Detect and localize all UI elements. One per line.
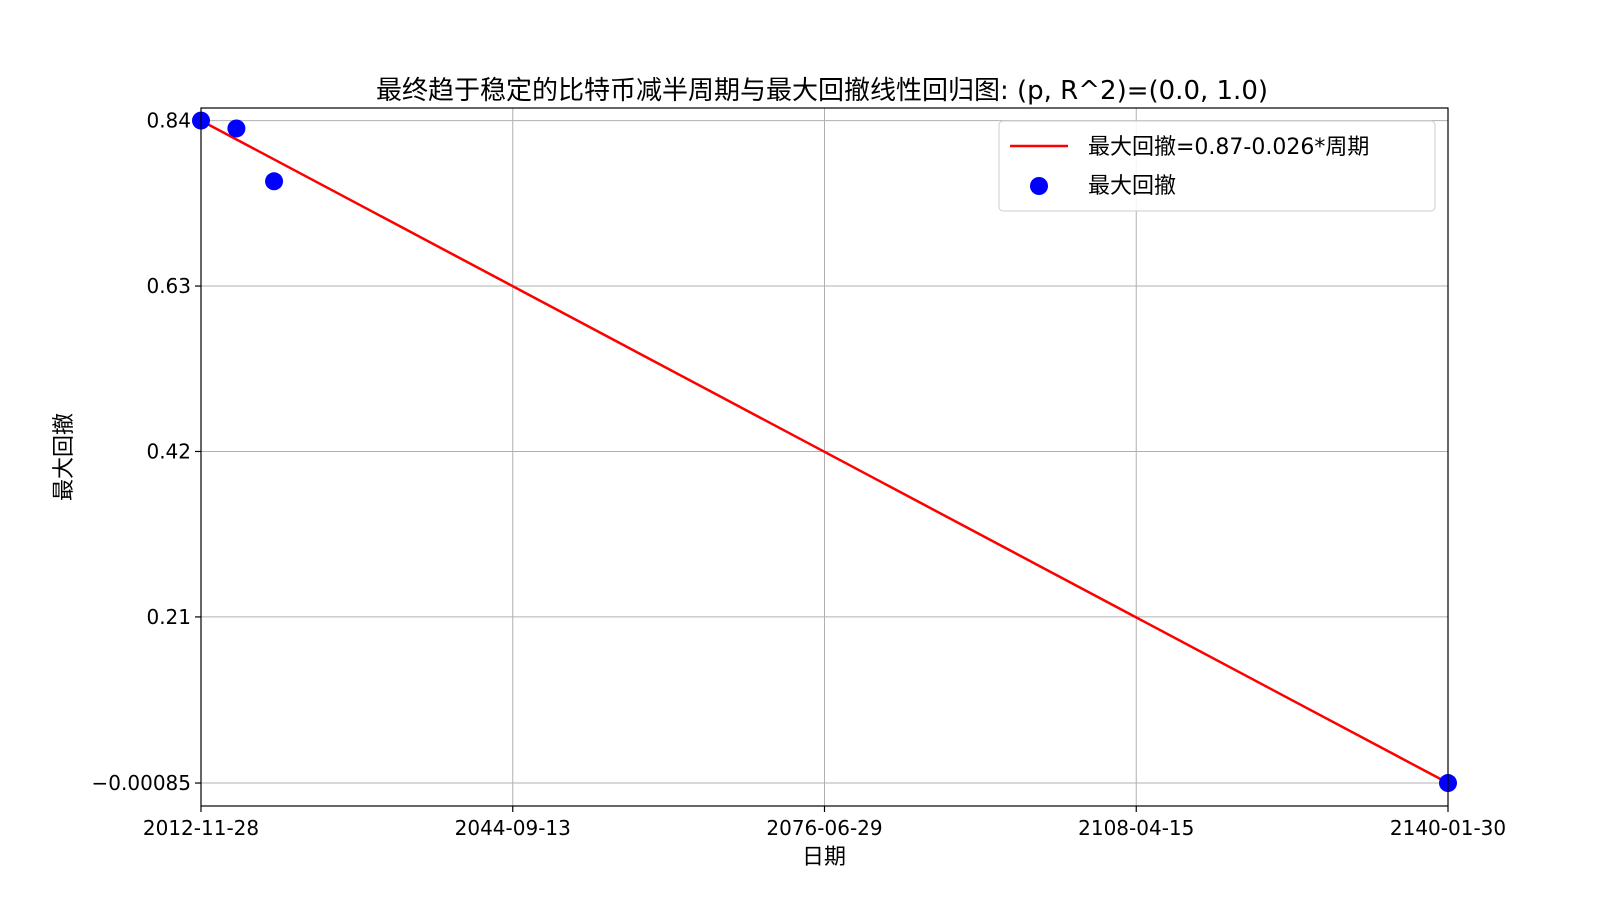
legend-box: [998, 120, 1436, 212]
y-tick-label: 0.42: [146, 439, 191, 463]
plot-series: [192, 111, 1457, 793]
y-tick-label: 0.63: [146, 274, 191, 298]
scatter-point: [227, 119, 246, 138]
x-tick-label: 2012-11-28: [143, 816, 259, 840]
grid: [200, 108, 1449, 806]
scatter-point: [265, 172, 284, 191]
x-tick-label: 2076-06-29: [766, 816, 882, 840]
legend: 最大回撤=0.87-0.026*周期 最大回撤: [998, 120, 1436, 212]
y-axis-label: 最大回撤: [52, 413, 77, 501]
legend-entry-points: 最大回撤: [1088, 174, 1176, 199]
x-tick-label: 2108-04-15: [1078, 816, 1194, 840]
plot-area-frame: [200, 107, 1449, 807]
x-tick-label: 2044-09-13: [455, 816, 571, 840]
legend-dot-swatch: [1030, 177, 1048, 195]
y-tick-label: −0.00085: [92, 771, 191, 795]
legend-entry-regression: 最大回撤=0.87-0.026*周期: [1088, 135, 1369, 160]
chart-title: 最终趋于稳定的比特币减半周期与最大回撤线性回归图: (p, R^2)=(0.0,…: [376, 76, 1268, 106]
x-tick-label: 2140-01-30: [1390, 816, 1506, 840]
regression-line: [200, 119, 1449, 785]
x-axis-label: 日期: [802, 845, 846, 870]
y-tick-label: 0.84: [146, 109, 191, 133]
ticks: 2012-11-28 2044-09-13 2076-06-29 2108-04-15…: [92, 109, 1507, 840]
y-tick-label: 0.21: [146, 605, 191, 629]
